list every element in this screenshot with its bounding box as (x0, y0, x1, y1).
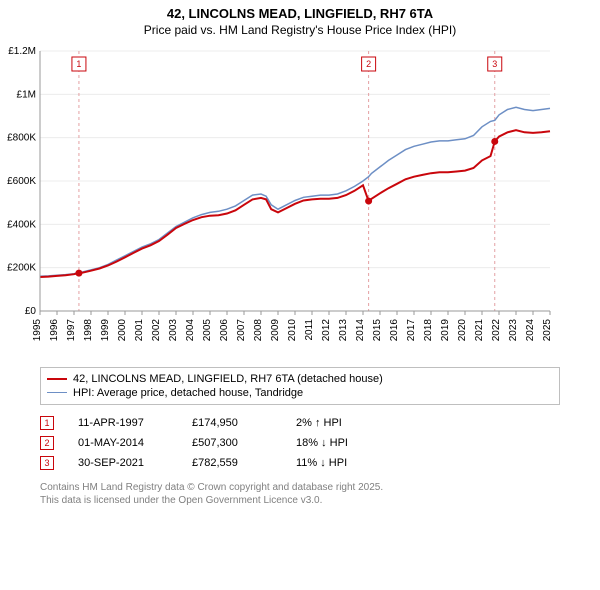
sale-price: £782,559 (192, 457, 272, 469)
price-chart: £0 £200K £400K £600K £800K £1M £1.2M 1995 1996 19… (0, 41, 560, 361)
svg-text:2013: 2013 (338, 318, 349, 341)
legend-label: 42, LINCOLNS MEAD, LINGFIELD, RH7 6TA (d… (73, 373, 383, 385)
svg-text:2012: 2012 (321, 318, 332, 341)
svg-text:1995: 1995 (32, 318, 43, 341)
svg-text:3: 3 (492, 59, 497, 69)
svg-text:2023: 2023 (508, 318, 519, 341)
svg-text:£200K: £200K (7, 263, 36, 274)
svg-text:2015: 2015 (372, 318, 383, 341)
svg-text:2011: 2011 (304, 318, 315, 340)
svg-text:£400K: £400K (7, 219, 36, 230)
svg-text:1: 1 (76, 59, 81, 69)
sale-diff: 11% ↓ HPI (296, 457, 396, 469)
svg-text:1999: 1999 (100, 318, 111, 341)
footer-line-2: This data is licensed under the Open Gov… (40, 494, 560, 507)
sale-marker: 2 (40, 436, 54, 450)
svg-text:2025: 2025 (542, 318, 553, 341)
sale-marker: 1 (40, 416, 54, 430)
sale-row: 1 11-APR-1997 £174,950 2% ↑ HPI (40, 413, 560, 433)
svg-text:2018: 2018 (423, 318, 434, 341)
svg-text:£600K: £600K (7, 176, 36, 187)
sale-diff: 2% ↑ HPI (296, 417, 396, 429)
svg-text:2024: 2024 (525, 318, 536, 341)
svg-text:2003: 2003 (168, 318, 179, 341)
svg-text:£0: £0 (25, 306, 37, 317)
legend-swatch (47, 378, 67, 380)
svg-text:2020: 2020 (457, 318, 468, 341)
svg-text:2007: 2007 (236, 318, 247, 341)
sale-row: 2 01-MAY-2014 £507,300 18% ↓ HPI (40, 433, 560, 453)
sales-table: 1 11-APR-1997 £174,950 2% ↑ HPI 2 01-MAY-2014… (40, 413, 560, 473)
legend: 42, LINCOLNS MEAD, LINGFIELD, RH7 6TA (d… (40, 367, 560, 405)
legend-swatch (47, 392, 67, 393)
chart-title: 42, LINCOLNS MEAD, LINGFIELD, RH7 6TA (0, 0, 600, 23)
sale-price: £174,950 (192, 417, 272, 429)
chart-container: 42, LINCOLNS MEAD, LINGFIELD, RH7 6TA Pr… (0, 0, 600, 590)
sale-date: 30-SEP-2021 (78, 457, 168, 469)
svg-text:2000: 2000 (117, 318, 128, 341)
footer-line-1: Contains HM Land Registry data © Crown c… (40, 481, 560, 494)
svg-text:2010: 2010 (287, 318, 298, 341)
svg-text:1996: 1996 (49, 318, 60, 341)
legend-item: 42, LINCOLNS MEAD, LINGFIELD, RH7 6TA (d… (47, 372, 553, 386)
svg-text:2001: 2001 (134, 318, 145, 341)
svg-text:2004: 2004 (185, 318, 196, 341)
svg-text:2009: 2009 (270, 318, 281, 341)
sale-marker: 3 (40, 456, 54, 470)
svg-text:2002: 2002 (151, 318, 162, 341)
sale-diff: 18% ↓ HPI (296, 437, 396, 449)
svg-text:2016: 2016 (389, 318, 400, 341)
svg-text:£1M: £1M (17, 89, 36, 100)
sale-date: 01-MAY-2014 (78, 437, 168, 449)
footer-attribution: Contains HM Land Registry data © Crown c… (40, 481, 560, 507)
svg-text:2014: 2014 (355, 318, 366, 341)
svg-text:2022: 2022 (491, 318, 502, 341)
chart-subtitle: Price paid vs. HM Land Registry's House … (0, 23, 600, 41)
legend-item: HPI: Average price, detached house, Tand… (47, 386, 553, 400)
sale-price: £507,300 (192, 437, 272, 449)
svg-text:1997: 1997 (66, 318, 77, 341)
svg-text:1998: 1998 (83, 318, 94, 341)
svg-text:2: 2 (366, 59, 371, 69)
sale-date: 11-APR-1997 (78, 417, 168, 429)
svg-text:2008: 2008 (253, 318, 264, 341)
sale-row: 3 30-SEP-2021 £782,559 11% ↓ HPI (40, 453, 560, 473)
svg-text:2017: 2017 (406, 318, 417, 341)
svg-text:2021: 2021 (474, 318, 485, 341)
svg-text:2005: 2005 (202, 318, 213, 341)
svg-text:£800K: £800K (7, 133, 36, 144)
svg-text:2019: 2019 (440, 318, 451, 341)
legend-label: HPI: Average price, detached house, Tand… (73, 387, 303, 399)
svg-text:£1.2M: £1.2M (8, 46, 36, 57)
svg-text:2006: 2006 (219, 318, 230, 341)
